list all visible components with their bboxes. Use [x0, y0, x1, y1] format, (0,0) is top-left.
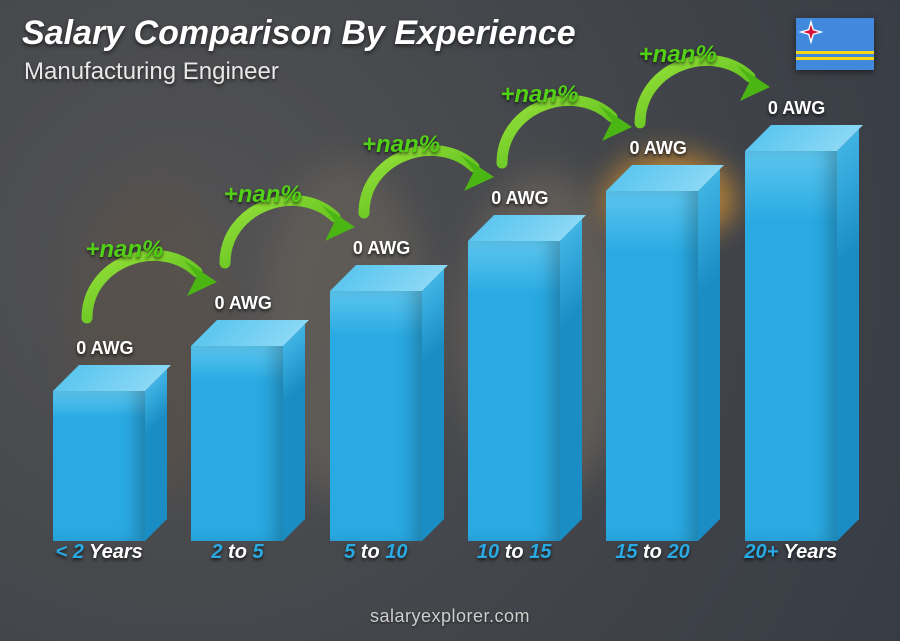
chart-title: Salary Comparison By Experience — [22, 14, 576, 53]
x-label: 2 to 5 — [168, 541, 306, 571]
x-label: 10 to 15 — [445, 541, 583, 571]
bar-value-label: 0 AWG — [76, 338, 133, 359]
x-labels: < 2 Years2 to 55 to 1010 to 1515 to 2020… — [30, 541, 860, 571]
chart-subtitle: Manufacturing Engineer — [24, 58, 279, 86]
bar-3d — [468, 241, 560, 541]
bar-side-face — [560, 219, 582, 541]
x-label: 5 to 10 — [307, 541, 445, 571]
bars-container: 0 AWG 0 AWG +nan% 0 AWG +nan% 0 AWG +nan% 0 AWG… — [30, 130, 860, 541]
bar-3: 0 AWG+nan% — [445, 130, 583, 541]
bar-front — [330, 291, 422, 541]
bar-3d — [53, 391, 145, 541]
bar-front — [606, 191, 698, 541]
bar-5: 0 AWG+nan% — [722, 130, 860, 541]
bar-value-label: 0 AWG — [491, 188, 548, 209]
bar-4: 0 AWG+nan% — [583, 130, 721, 541]
bar-3d — [745, 151, 837, 541]
x-label: 15 to 20 — [583, 541, 721, 571]
delta-label: +nan% — [85, 236, 163, 264]
bar-0: 0 AWG — [30, 130, 168, 541]
bar-front — [468, 241, 560, 541]
bar-value-label: 0 AWG — [215, 293, 272, 314]
bar-chart: 0 AWG 0 AWG +nan% 0 AWG +nan% 0 AWG +nan% 0 AWG… — [30, 130, 860, 571]
flag-aruba — [796, 18, 874, 70]
bar-side-face — [698, 169, 720, 541]
bar-value-label: 0 AWG — [630, 138, 687, 159]
x-label: < 2 Years — [30, 541, 168, 571]
infographic: Salary Comparison By Experience Manufact… — [0, 0, 900, 641]
bar-side-face — [837, 129, 859, 541]
bar-front — [745, 151, 837, 541]
x-label: 20+ Years — [722, 541, 860, 571]
bar-side-face — [422, 269, 444, 541]
bar-side-face — [283, 324, 305, 541]
bar-3d — [191, 346, 283, 541]
bar-3d — [606, 191, 698, 541]
bar-front — [53, 391, 145, 541]
delta-label: +nan% — [639, 41, 717, 69]
delta-label: +nan% — [362, 131, 440, 159]
bar-value-label: 0 AWG — [353, 238, 410, 259]
delta-label: +nan% — [500, 81, 578, 109]
bar-3d — [330, 291, 422, 541]
delta-label: +nan% — [224, 181, 302, 209]
bar-front — [191, 346, 283, 541]
footer-attribution: salaryexplorer.com — [0, 606, 900, 627]
bar-value-label: 0 AWG — [768, 98, 825, 119]
bar-2: 0 AWG +nan% — [307, 130, 445, 541]
bar-side-face — [145, 369, 167, 541]
